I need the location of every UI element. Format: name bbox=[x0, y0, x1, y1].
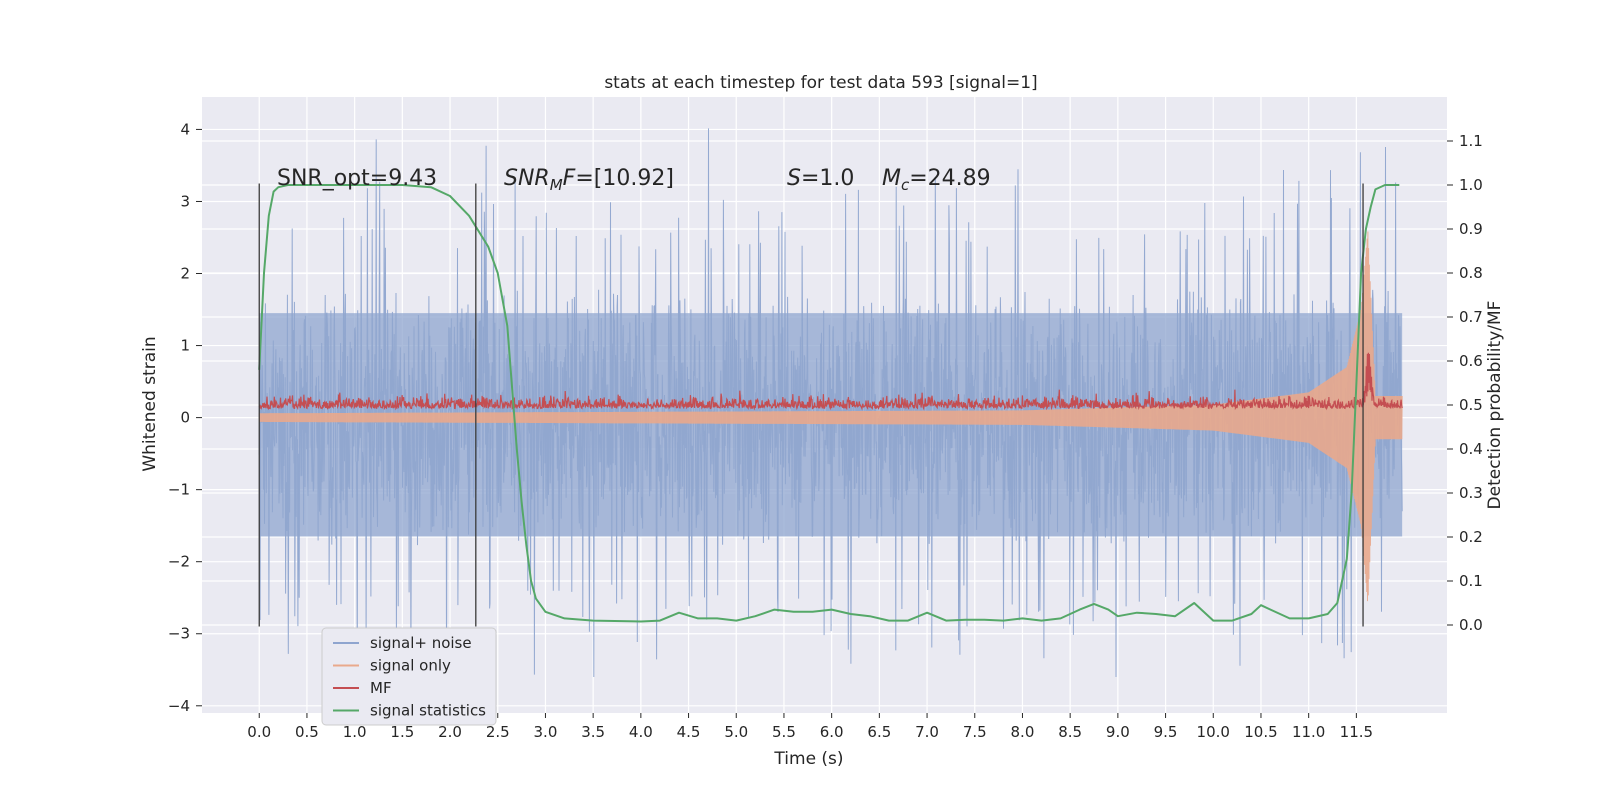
series-signal-statistics bbox=[258, 184, 1400, 623]
series-signal-noise bbox=[258, 128, 1403, 678]
y2-tick-label-3: 0.3 bbox=[1459, 484, 1483, 502]
annotation-snr-opt: SNR_opt=9.43 bbox=[277, 166, 437, 191]
x-tick-label-8: 4.0 bbox=[629, 723, 653, 741]
y-tick-label-3: −1 bbox=[168, 481, 190, 499]
y2-tick-label-10: 1.0 bbox=[1459, 176, 1483, 194]
y2-tick-label-9: 0.9 bbox=[1459, 220, 1483, 238]
x-tick-label-16: 8.0 bbox=[1011, 723, 1035, 741]
legend-label-3: signal statistics bbox=[370, 702, 486, 720]
y-axis-ticks-right: 0.0 0.1 0.2 0.3 0.4 0.5 0.6 0.7 0.8 0.9 1.0 1.1 bbox=[1447, 132, 1483, 634]
legend-box bbox=[321, 627, 497, 726]
x-tick-label-21: 10.5 bbox=[1244, 723, 1277, 741]
y2-tick-label-1: 0.1 bbox=[1459, 572, 1483, 590]
y-tick-label-1: −3 bbox=[168, 625, 190, 643]
y-axis-title-right: Detection probability/MF bbox=[1485, 301, 1505, 510]
annotation-s-text: S=1.0 bbox=[787, 166, 854, 191]
y-tick-label-4: 0 bbox=[180, 409, 190, 427]
x-tick-label-9: 4.5 bbox=[677, 723, 701, 741]
series-layer bbox=[258, 128, 1403, 678]
x-tick-label-3: 1.5 bbox=[390, 723, 414, 741]
y-axis-title: Whitened strain bbox=[140, 336, 160, 471]
y-tick-label-0: −4 bbox=[168, 697, 190, 715]
x-tick-label-13: 6.5 bbox=[867, 723, 891, 741]
y-tick-label-5: 1 bbox=[180, 337, 190, 355]
y2-tick-label-0: 0.0 bbox=[1459, 616, 1483, 634]
x-tick-label-22: 11.0 bbox=[1292, 723, 1325, 741]
legend-label-2: MF bbox=[370, 679, 392, 697]
y-tick-label-2: −2 bbox=[168, 553, 190, 571]
chart-title: stats at each timestep for test data 593… bbox=[604, 73, 1037, 93]
x-tick-label-6: 3.0 bbox=[534, 723, 558, 741]
annotation-mc: Mc=24.89 bbox=[882, 166, 991, 194]
y-axis-ticks-left: −4 −3 −2 −1 0 1 2 3 4 bbox=[168, 120, 202, 715]
y-tick-label-8: 4 bbox=[180, 120, 190, 138]
legend-label-1: signal only bbox=[370, 657, 451, 675]
annotation-snr-opt-text: SNR_opt=9.43 bbox=[277, 166, 437, 191]
x-tick-label-19: 9.5 bbox=[1154, 723, 1178, 741]
y2-tick-label-2: 0.2 bbox=[1459, 528, 1483, 546]
y2-tick-label-7: 0.7 bbox=[1459, 308, 1483, 326]
legend: signal+ noise signal only MF signal statist… bbox=[321, 627, 497, 726]
x-tick-label-1: 0.5 bbox=[295, 723, 319, 741]
x-tick-label-4: 2.0 bbox=[438, 723, 462, 741]
annotation-s: S=1.0 bbox=[787, 166, 854, 191]
y2-tick-label-5: 0.5 bbox=[1459, 396, 1483, 414]
y2-tick-label-6: 0.6 bbox=[1459, 352, 1483, 370]
x-tick-label-14: 7.0 bbox=[915, 723, 939, 741]
x-tick-label-18: 9.0 bbox=[1106, 723, 1130, 741]
annotation-mc-text: Mc=24.89 bbox=[882, 166, 991, 194]
x-tick-label-7: 3.5 bbox=[581, 723, 605, 741]
annotation-snr-mf: SNRMF=[10.92] bbox=[504, 166, 674, 194]
x-tick-label-0: 0.0 bbox=[247, 723, 271, 741]
x-tick-label-12: 6.0 bbox=[820, 723, 844, 741]
y-tick-label-7: 3 bbox=[180, 192, 190, 210]
legend-label-0: signal+ noise bbox=[370, 634, 472, 652]
annotation-snr-mf-text: SNRMF=[10.92] bbox=[504, 166, 674, 194]
x-tick-label-23: 11.5 bbox=[1340, 723, 1373, 741]
x-tick-label-11: 5.5 bbox=[772, 723, 796, 741]
x-axis-title: Time (s) bbox=[773, 749, 843, 769]
y2-tick-label-8: 0.8 bbox=[1459, 264, 1483, 282]
x-tick-label-10: 5.0 bbox=[724, 723, 748, 741]
x-tick-label-2: 1.0 bbox=[343, 723, 367, 741]
x-tick-label-5: 2.5 bbox=[486, 723, 510, 741]
x-axis-ticks: 0.0 0.5 1.0 1.5 2.0 2.5 3.0 3.5 4.0 4.5 5.0 5.5 6.0 6… bbox=[247, 713, 1373, 741]
series-mf bbox=[258, 352, 1403, 411]
y2-tick-label-11: 1.1 bbox=[1459, 132, 1483, 150]
y2-tick-label-4: 0.4 bbox=[1459, 440, 1483, 458]
x-tick-label-20: 10.0 bbox=[1197, 723, 1230, 741]
x-tick-label-17: 8.5 bbox=[1058, 723, 1082, 741]
x-tick-label-15: 7.5 bbox=[963, 723, 987, 741]
y-tick-label-6: 2 bbox=[180, 265, 190, 283]
vertical-markers bbox=[258, 183, 1364, 627]
